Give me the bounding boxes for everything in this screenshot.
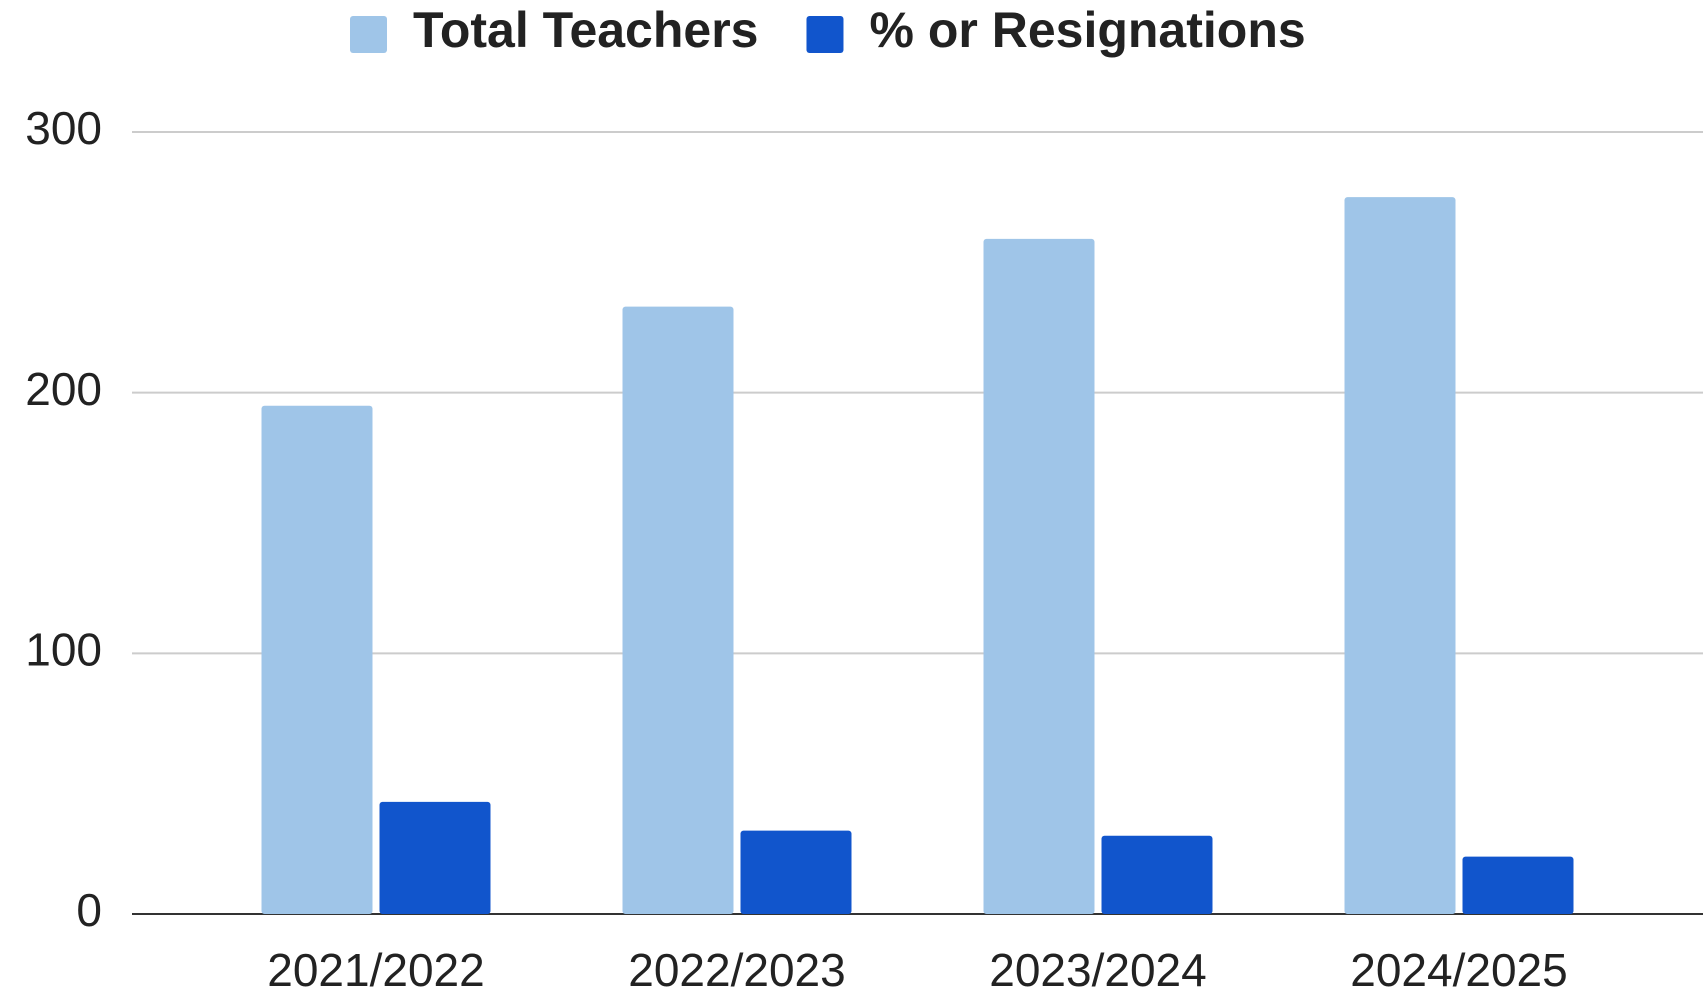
legend-swatch — [806, 16, 844, 53]
bar — [740, 830, 852, 914]
x-tick-label: 2021/2022 — [267, 944, 484, 996]
bar — [379, 801, 491, 914]
y-tick-label: 300 — [25, 102, 102, 154]
bar — [1344, 197, 1456, 914]
bar — [983, 238, 1095, 914]
y-tick-label: 200 — [25, 363, 102, 415]
bar — [1101, 835, 1213, 914]
bar — [622, 306, 734, 914]
legend-swatch — [350, 16, 387, 53]
bar — [1462, 856, 1574, 914]
x-tick-label: 2022/2023 — [628, 944, 845, 996]
y-tick-label: 0 — [76, 884, 102, 936]
legend-label: % or Resignations — [869, 2, 1305, 58]
x-tick-label: 2023/2024 — [989, 944, 1206, 996]
x-tick-label: 2024/2025 — [1350, 944, 1567, 996]
y-tick-label: 100 — [25, 623, 102, 675]
legend-label: Total Teachers — [413, 2, 758, 58]
bar — [261, 405, 373, 914]
